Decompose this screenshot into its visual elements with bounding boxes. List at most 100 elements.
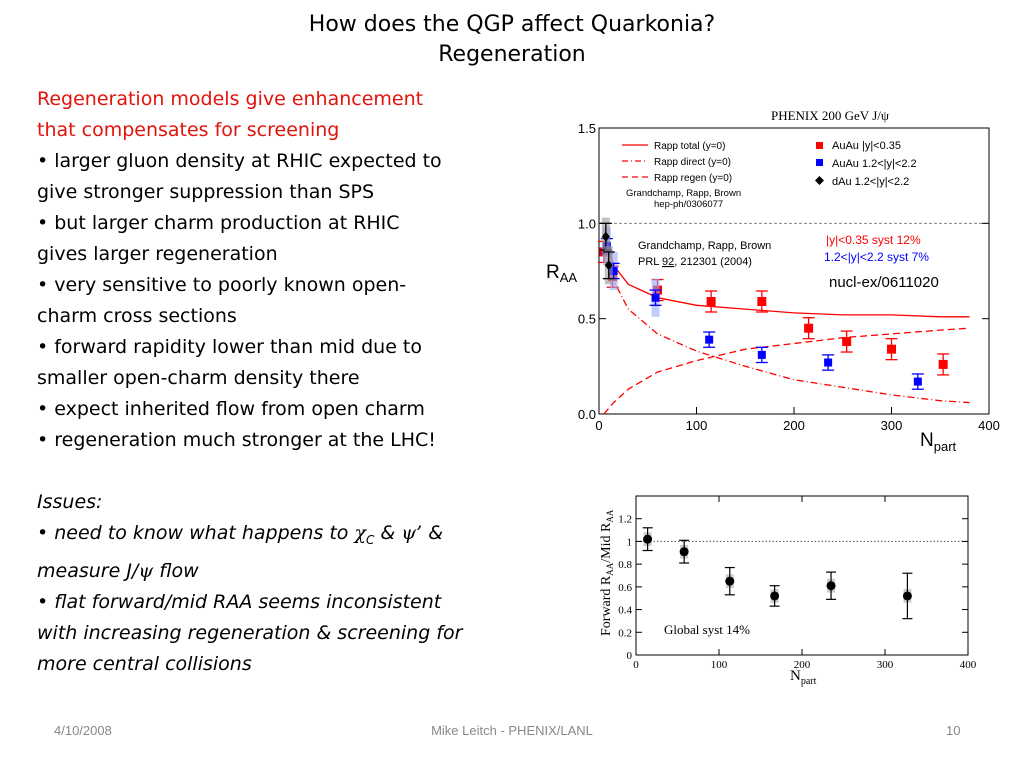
issue-1-line-2-suffix: flow — [159, 559, 199, 582]
y-tick-label: 1.0 — [578, 216, 596, 231]
red-heading-line-1: Regeneration models give enhancement — [37, 88, 424, 110]
data-point-auau-forward — [755, 346, 768, 364]
legend-label: Rapp direct (y=0) — [654, 157, 731, 168]
ampersand-1: & — [380, 522, 396, 544]
issue-2-line: more central collisions — [37, 652, 252, 675]
bullet-line: give stronger suppression than SPS — [37, 181, 375, 203]
issue-1-line-2-prefix: measure J/ — [37, 559, 139, 582]
legend-marker-red — [816, 142, 823, 149]
x-tick-label: 400 — [960, 659, 977, 671]
ratio-data-point — [902, 572, 913, 620]
ratio-data-point — [724, 566, 735, 596]
y-tick-label: 0.8 — [618, 559, 632, 571]
legend-label: Rapp regen (y=0) — [654, 173, 732, 184]
bullet-line: • larger gluon density at RHIC expected … — [37, 150, 442, 172]
body-text: Regeneration models give enhancement tha… — [37, 84, 577, 680]
data-point-auau-mid — [937, 353, 950, 376]
data-point-auau-mid — [840, 330, 853, 353]
chi-subscript: C — [365, 532, 375, 547]
syst-note-red: |y|<0.35 syst 12% — [826, 233, 921, 247]
y-tick-label: 0.0 — [578, 407, 596, 422]
slide-title: How does the QGP affect Quarkonia? Regen… — [0, 10, 1024, 70]
data-points — [597, 217, 950, 390]
bullet-line: charm cross sections — [37, 305, 237, 327]
issue-2-line: • flat forward/mid RAA seems inconsisten… — [37, 590, 442, 613]
data-point-auau-mid — [885, 338, 898, 361]
bullet-line: • but larger charm production at RHIC — [37, 212, 400, 234]
data-point-auau-mid — [755, 290, 768, 313]
y-tick-label: 1.5 — [578, 121, 596, 136]
x-axis-label: Npart — [920, 430, 957, 454]
issue-1-line-2: measure J/ψ flow — [37, 556, 577, 587]
reference-text-2: PRL 92, 212301 (2004) — [638, 256, 752, 268]
x-tick-label: 200 — [783, 418, 805, 433]
ratio-data-point — [826, 571, 837, 600]
x-tick-label: 200 — [794, 659, 811, 671]
bullet-line: • forward rapidity lower than mid due to — [37, 336, 422, 358]
psi-symbol: ψ — [138, 559, 154, 582]
bullet-line: • regeneration much stronger at the LHC! — [37, 429, 436, 451]
ratio-data-point — [679, 539, 690, 564]
curve-rapp-regen — [603, 327, 970, 415]
footer-page-number: 10 — [946, 723, 961, 738]
y-tick-label: 0 — [627, 650, 633, 662]
nucl-label-bg — [825, 270, 985, 292]
red-heading-line-2: that compensates for screening — [37, 119, 340, 141]
y-tick-label: 0.2 — [618, 627, 632, 639]
ratio-data-point — [769, 585, 780, 607]
chart-header: PHENIX 200 GeV J/ψ — [771, 108, 889, 123]
data-point-auau-mid — [802, 317, 815, 340]
nucl-reference: nucl-ex/0611020 — [829, 274, 939, 291]
axis-ticks: 0.0 0.5 1.0 1.5 0 100 200 300 400 — [578, 121, 1000, 433]
y-tick-label: 0.6 — [618, 582, 632, 594]
legend-reference: Grandchamp, Rapp, Brown — [626, 188, 741, 199]
x-axis-label: Npart — [790, 668, 817, 687]
data-point-dau-forward — [602, 246, 615, 285]
issues-heading: Issues: — [37, 491, 103, 513]
legend-reference: hep-ph/0306077 — [654, 199, 723, 210]
bullet-line: • expect inherited flow from open charm — [37, 398, 425, 420]
legend-left: Rapp total (y=0) Rapp direct (y=0) Rapp … — [622, 141, 741, 210]
axis-ticks: 0 0.2 0.4 0.6 0.8 1 1.2 0 100 200 300 400 — [618, 496, 977, 671]
y-axis-label: RAA — [546, 262, 577, 285]
psi-prime-symbol: ψ’ — [401, 522, 423, 544]
x-tick-label: 0 — [633, 659, 639, 671]
y-tick-label: 1.2 — [618, 514, 632, 526]
ampersand-2: & — [428, 522, 444, 544]
reference-text: Grandchamp, Rapp, Brown — [638, 240, 771, 252]
title-line-1: How does the QGP affect Quarkonia? — [308, 12, 716, 37]
y-axis-label: Forward RAA/Mid RAA — [599, 509, 615, 636]
spacer — [37, 456, 577, 487]
bullet-line: smaller open-charm density there — [37, 367, 360, 389]
syst-note-blue: 1.2<|y|<2.2 syst 7% — [824, 250, 929, 264]
x-tick-label: 100 — [686, 418, 708, 433]
theory-curves — [603, 232, 970, 415]
legend-marker-black — [815, 176, 824, 185]
raa-chart: PHENIX 200 GeV J/ψ 0.0 0.5 1.0 1.5 0 100 200 30… — [546, 108, 1000, 454]
legend-label: AuAu |y|<0.35 — [832, 140, 901, 152]
legend-right: AuAu |y|<0.35 AuAu 1.2<|y|<2.2 dAu 1.2<|… — [815, 140, 917, 188]
issue-2-line: with increasing regeneration & screening… — [37, 621, 463, 644]
footer-date: 4/10/2008 — [54, 723, 112, 738]
legend-label: dAu 1.2<|y|<2.2 — [832, 176, 909, 188]
curve-rapp-total — [603, 232, 970, 318]
x-tick-label: 300 — [877, 659, 894, 671]
footer-author: Mike Leitch - PHENIX/LANL — [431, 723, 593, 738]
bullet-line: gives larger regeneration — [37, 243, 278, 265]
data-point-auau-forward — [703, 331, 716, 348]
data-point-auau-forward — [822, 354, 835, 371]
x-tick-label: 0 — [595, 418, 602, 433]
ratio-data-point — [642, 527, 653, 552]
data-points — [642, 527, 913, 620]
x-tick-label: 100 — [711, 659, 728, 671]
legend-label: AuAu 1.2<|y|<2.2 — [832, 158, 917, 170]
legend-label: Rapp total (y=0) — [654, 141, 725, 152]
x-tick-label: 400 — [978, 418, 1000, 433]
ratio-chart: 0 0.2 0.4 0.6 0.8 1 1.2 0 100 200 300 400 Forward R… — [599, 495, 977, 687]
x-tick-label: 300 — [881, 418, 903, 433]
title-line-2: Regeneration — [438, 42, 586, 67]
y-tick-label: 1 — [627, 536, 633, 548]
data-point-auau-forward — [911, 373, 924, 390]
chi-symbol: χ — [354, 522, 366, 544]
issue-1-prefix: • need to know what happens to — [37, 522, 349, 544]
